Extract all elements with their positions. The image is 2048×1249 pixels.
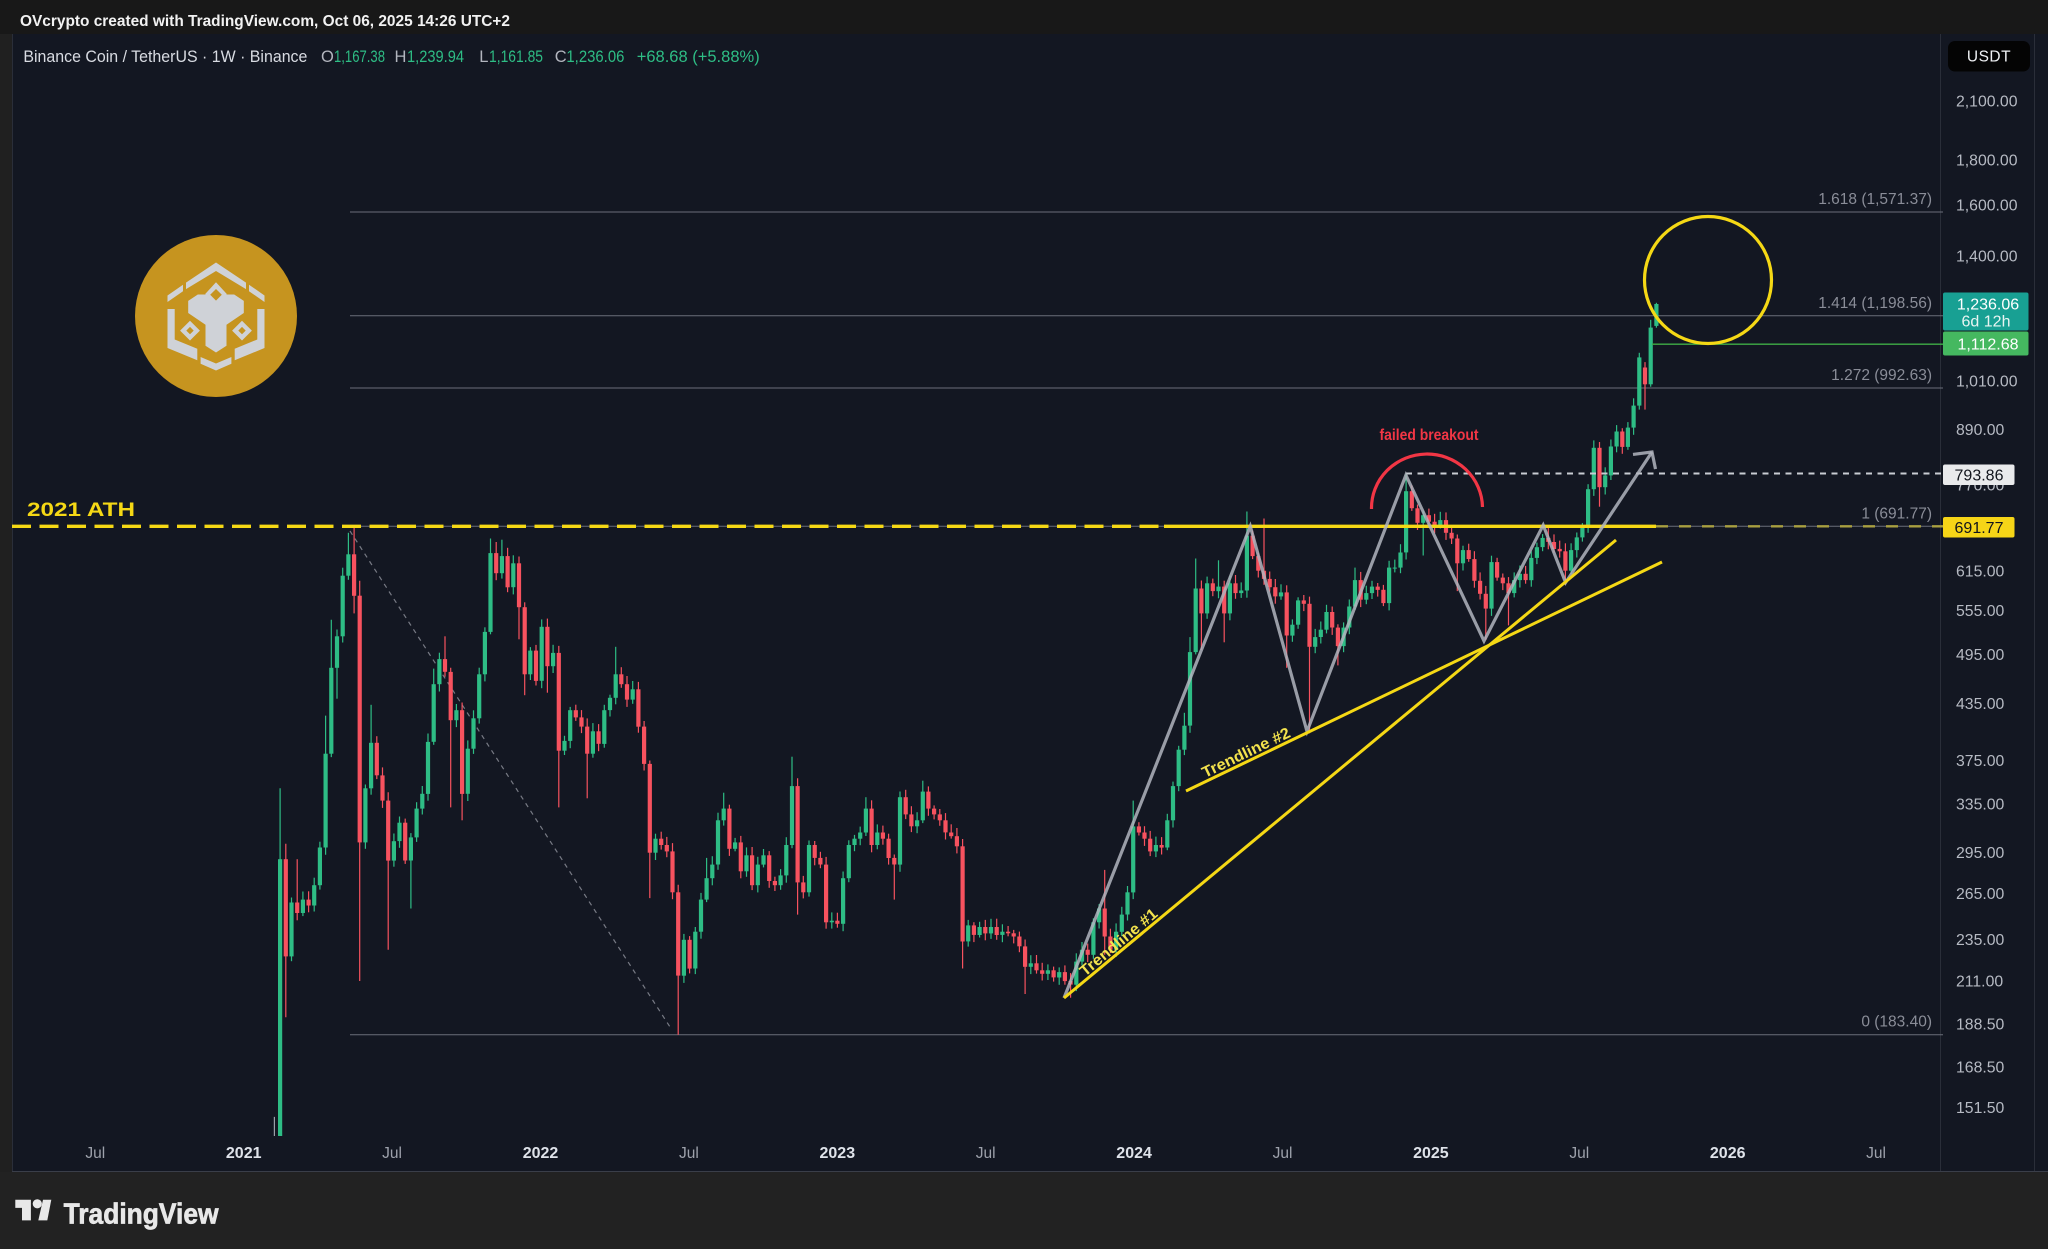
svg-text:435.00: 435.00 xyxy=(1956,696,2005,713)
svg-text:1,167.38: 1,167.38 xyxy=(334,48,385,66)
svg-text:890.00: 890.00 xyxy=(1956,422,2005,439)
svg-text:Jul: Jul xyxy=(976,1145,996,1162)
svg-text:793.86: 793.86 xyxy=(1955,468,2004,485)
svg-text:USDT: USDT xyxy=(1967,49,2011,66)
svg-text:1,236.06: 1,236.06 xyxy=(1957,297,2019,314)
svg-text:Jul: Jul xyxy=(1866,1145,1886,1162)
svg-text:168.50: 168.50 xyxy=(1956,1060,2005,1077)
svg-text:H: H xyxy=(395,48,407,66)
svg-text:2021: 2021 xyxy=(226,1145,262,1162)
svg-text:151.50: 151.50 xyxy=(1956,1100,2005,1117)
svg-text:+68.68 (+5.88%): +68.68 (+5.88%) xyxy=(637,48,760,66)
svg-text:2022: 2022 xyxy=(523,1145,559,1162)
svg-text:1.272 (992.63): 1.272 (992.63) xyxy=(1831,367,1932,384)
svg-text:Jul: Jul xyxy=(679,1145,699,1162)
svg-text:Jul: Jul xyxy=(85,1145,105,1162)
svg-text:555.00: 555.00 xyxy=(1956,603,2005,620)
svg-text:Jul: Jul xyxy=(1569,1145,1589,1162)
svg-text:Jul: Jul xyxy=(1273,1145,1293,1162)
svg-text:375.00: 375.00 xyxy=(1956,753,2005,770)
svg-text:2024: 2024 xyxy=(1116,1145,1152,1162)
svg-text:211.00: 211.00 xyxy=(1956,973,2003,990)
svg-text:235.00: 235.00 xyxy=(1956,932,2005,949)
svg-text:6d 12h: 6d 12h xyxy=(1962,314,2011,331)
svg-text:TradingView: TradingView xyxy=(64,1199,219,1231)
svg-text:495.00: 495.00 xyxy=(1956,647,2005,664)
svg-text:1,600.00: 1,600.00 xyxy=(1956,197,2018,214)
svg-text:691.77: 691.77 xyxy=(1955,520,2004,537)
svg-text:295.00: 295.00 xyxy=(1956,845,2005,862)
svg-text:failed breakout: failed breakout xyxy=(1380,427,1480,444)
svg-text:L: L xyxy=(479,48,488,66)
svg-text:1 (691.77): 1 (691.77) xyxy=(1861,505,1932,522)
svg-text:1,239.94: 1,239.94 xyxy=(407,48,464,66)
svg-text:2026: 2026 xyxy=(1710,1145,1746,1162)
svg-text:2023: 2023 xyxy=(820,1145,856,1162)
svg-text:1,112.68: 1,112.68 xyxy=(1957,337,2018,354)
svg-text:265.00: 265.00 xyxy=(1956,886,2005,903)
svg-text:Jul: Jul xyxy=(382,1145,402,1162)
svg-text:C: C xyxy=(555,48,567,66)
svg-text:1.414 (1,198.56): 1.414 (1,198.56) xyxy=(1818,295,1932,312)
svg-text:OVcrypto created with TradingV: OVcrypto created with TradingView.com, O… xyxy=(20,13,510,30)
svg-text:1,800.00: 1,800.00 xyxy=(1956,152,2018,169)
svg-text:1,400.00: 1,400.00 xyxy=(1956,249,2018,266)
svg-text:1,236.06: 1,236.06 xyxy=(566,48,624,66)
svg-text:1,161.85: 1,161.85 xyxy=(489,48,543,66)
svg-text:0 (183.40): 0 (183.40) xyxy=(1861,1014,1932,1031)
svg-text:2025: 2025 xyxy=(1413,1145,1449,1162)
svg-text:1.618 (1,571.37): 1.618 (1,571.37) xyxy=(1818,191,1932,208)
svg-text:615.00: 615.00 xyxy=(1956,564,2005,581)
svg-text:1,010.00: 1,010.00 xyxy=(1956,374,2018,391)
svg-text:Binance Coin / TetherUS · 1W ·: Binance Coin / TetherUS · 1W · Binance xyxy=(23,48,307,66)
svg-text:O: O xyxy=(321,48,334,66)
svg-text:2021 ATH: 2021 ATH xyxy=(27,500,135,521)
svg-text:2,100.00: 2,100.00 xyxy=(1956,93,2018,110)
svg-text:188.50: 188.50 xyxy=(1956,1017,2005,1034)
svg-text:335.00: 335.00 xyxy=(1956,796,2005,813)
